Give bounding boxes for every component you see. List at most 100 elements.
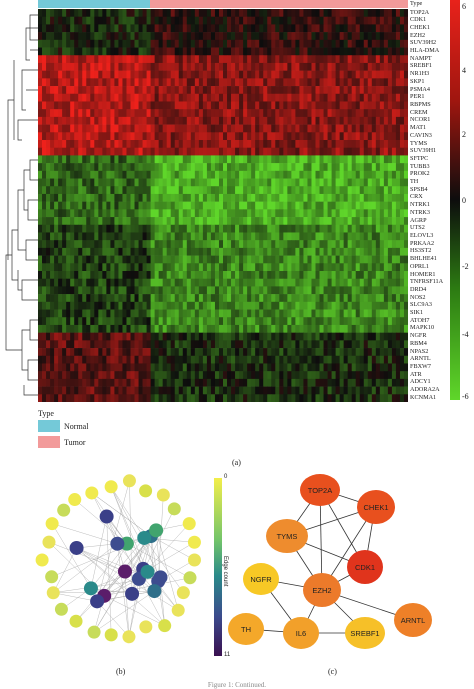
heatmap-cell (343, 278, 349, 287)
heatmap-cell (182, 340, 188, 349)
heatmap-cell (134, 140, 139, 149)
heatmap-cell (307, 232, 312, 241)
heatmap-cell (166, 201, 172, 210)
network-node (87, 625, 101, 639)
heatmap-cell (251, 124, 256, 133)
heatmap-cell (210, 255, 216, 264)
heatmap-row (38, 124, 408, 133)
heatmap-cell (146, 217, 152, 226)
heatmap-cell (351, 309, 357, 318)
heatmap-cell (174, 340, 180, 349)
heatmap-cell (331, 155, 337, 164)
heatmap-cell (218, 124, 224, 133)
heatmap-cell (50, 101, 55, 110)
heatmap-cell (118, 294, 123, 303)
heatmap-cell (319, 224, 324, 233)
heatmap-cell (82, 332, 87, 341)
heatmap-cell (379, 348, 385, 357)
heatmap-cell (70, 147, 75, 156)
heatmap-cell (323, 224, 328, 233)
heatmap-cell (311, 240, 316, 249)
heatmap-cell (391, 70, 397, 79)
heatmap-cell (255, 9, 260, 18)
heatmap-cell (182, 155, 188, 164)
heatmap-cell (90, 255, 95, 264)
heatmap-cell (243, 317, 248, 326)
heatmap-cell (323, 116, 328, 125)
heatmap-cell (251, 371, 256, 380)
heatmap-cell (174, 378, 180, 387)
heatmap-cell (403, 24, 408, 33)
heatmap-cell (166, 371, 172, 380)
heatmap-cell (54, 340, 59, 349)
heatmap-cell (339, 224, 345, 233)
heatmap-cell (383, 209, 389, 218)
gene-label: RBPMS (410, 100, 431, 108)
heatmap-cell (295, 93, 300, 102)
heatmap-cell (182, 109, 188, 118)
heatmap-row (38, 186, 408, 195)
heatmap-cell (239, 116, 244, 125)
heatmap-cell (154, 140, 160, 149)
gene-label: SFTPC (410, 154, 429, 162)
heatmap-cell (295, 247, 300, 256)
heatmap-cell (335, 93, 341, 102)
heatmap-cell (239, 340, 244, 349)
heatmap-cell (339, 93, 345, 102)
heatmap-cell (359, 386, 365, 395)
network-node (171, 603, 185, 617)
node-chek1: CHEK1 (357, 490, 395, 524)
gene-label: SLC9A3 (410, 301, 433, 309)
heatmap-row (38, 317, 408, 326)
heatmap-cell (271, 209, 276, 218)
heatmap-cell (287, 170, 292, 179)
heatmap-cell (70, 324, 75, 333)
heatmap-cell (42, 255, 47, 264)
heatmap-cell (114, 155, 119, 164)
heatmap-cell (166, 217, 172, 226)
heatmap-cell (375, 124, 381, 133)
heatmap-cell (154, 16, 160, 25)
heatmap-cell (38, 140, 43, 149)
heatmap-cell (46, 124, 51, 133)
heatmap-cell (295, 263, 300, 272)
heatmap-cell (387, 186, 393, 195)
heatmap-cell (355, 78, 361, 87)
heatmap-cell (319, 386, 324, 395)
heatmap-cell (251, 62, 256, 71)
heatmap-cell (74, 163, 79, 172)
heatmap-cell (66, 193, 71, 202)
heatmap-cell (279, 70, 284, 79)
heatmap-cell (275, 301, 280, 310)
network-hub-node (69, 540, 84, 555)
heatmap-cell (126, 247, 131, 256)
heatmap-cell (311, 209, 316, 218)
heatmap-cell (327, 24, 332, 33)
heatmap-cell (114, 217, 119, 226)
heatmap-cell (239, 332, 244, 341)
heatmap-cell (54, 294, 59, 303)
heatmap-cell (198, 155, 204, 164)
heatmap-cell (214, 263, 220, 272)
heatmap-cell (98, 286, 103, 295)
heatmap-cell (223, 140, 228, 149)
heatmap-cell (339, 132, 345, 141)
heatmap-cell (395, 163, 401, 172)
heatmap-cell (126, 201, 131, 210)
heatmap-cell (355, 378, 361, 387)
heatmap-cell (90, 224, 95, 233)
heatmap-cell (138, 348, 143, 357)
heatmap-cell (166, 186, 172, 195)
heatmap-cell (94, 255, 99, 264)
heatmap-cell (363, 217, 369, 226)
heatmap-cell (94, 9, 99, 18)
heatmap-cell (42, 186, 47, 195)
heatmap-cell (50, 247, 55, 256)
heatmap-cell (182, 186, 188, 195)
heatmap-cell (307, 163, 312, 172)
heatmap-cell (138, 278, 143, 287)
heatmap-cell (375, 217, 381, 226)
heatmap-cell (267, 363, 272, 372)
heatmap-cell (343, 124, 349, 133)
heatmap-cell (291, 294, 296, 303)
